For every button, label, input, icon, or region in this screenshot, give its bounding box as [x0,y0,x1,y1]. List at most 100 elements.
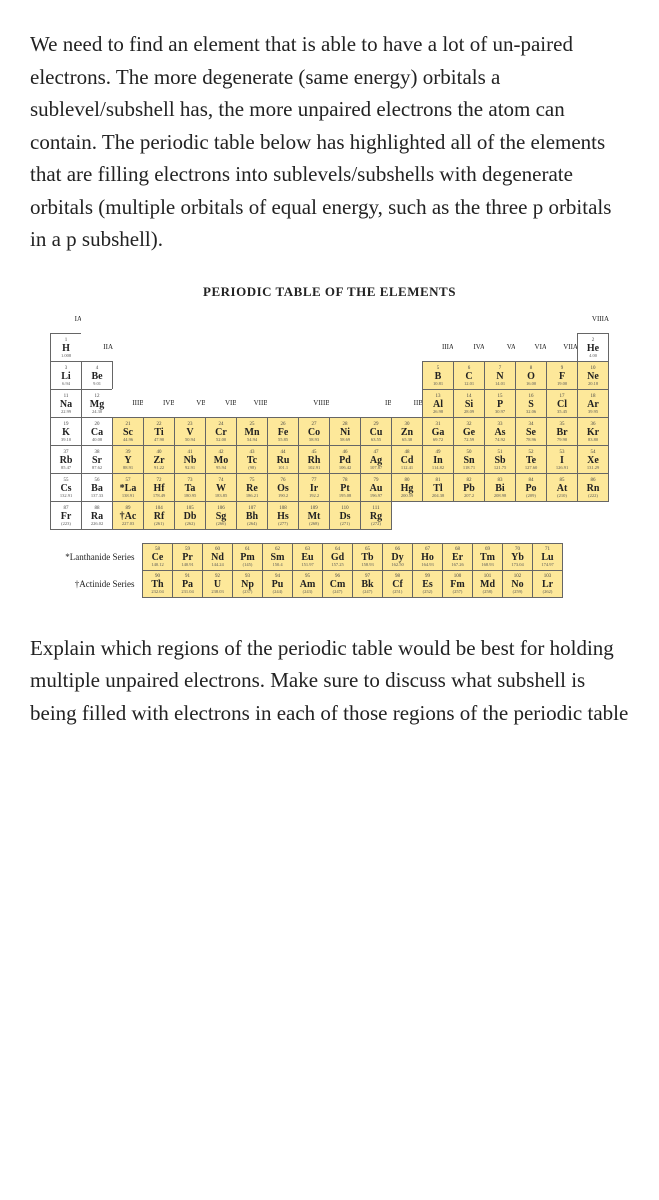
element-symbol: Mg [90,399,104,410]
element-symbol: S [528,399,534,410]
group-label: IIB [391,389,423,418]
element-cell-O: 8O16.00 [515,361,547,390]
lanthanide-row: 58Ce140.1259Pr140.9160Nd144.2461Pm(145)6… [143,544,563,571]
element-symbol: H [62,343,70,354]
atomic-mass: (98) [248,466,256,471]
element-cell-Fm: 100Fm(257) [442,570,473,598]
atomic-mass: (209) [526,494,536,499]
element-cell-Db: 105Db(262) [174,501,206,530]
group-label: IA [50,305,82,334]
atomic-mass: 16.00 [526,382,536,387]
atomic-mass: 106.42 [339,466,351,471]
element-symbol: Ne [587,371,599,382]
element-cell-Co: 27Co58.93 [298,417,330,446]
group-label [360,305,392,334]
element-cell-Sg: 106Sg(266) [205,501,237,530]
group-label: IB [360,389,392,418]
element-symbol: K [62,427,70,438]
element-symbol: Li [61,371,70,382]
atomic-mass: (272) [371,522,381,527]
atomic-mass: 150.4 [272,563,282,568]
group-label [267,389,299,418]
element-cell-P: 15P30.97 [484,389,516,418]
atomic-mass: 79.90 [557,438,567,443]
atomic-mass: 14.01 [495,382,505,387]
empty-cell [143,333,175,362]
atomic-mass: 30.97 [495,410,505,415]
element-cell-Pb: 82Pb207.2 [453,473,485,502]
element-symbol: Db [184,511,197,522]
empty-cell [205,361,237,390]
element-symbol: Rg [370,511,382,522]
element-symbol: Sn [463,455,474,466]
element-symbol: Re [246,483,258,494]
element-cell-In: 49In114.82 [422,445,454,474]
element-symbol: As [494,427,505,438]
element-symbol: V [186,427,193,438]
element-cell-Pd: 46Pd106.42 [329,445,361,474]
atomic-mass: (247) [333,590,343,595]
element-cell-B: 5B10.81 [422,361,454,390]
group-label: IIIA [422,333,454,362]
element-cell-Fe: 26Fe55.85 [267,417,299,446]
atomic-mass: 39.95 [588,410,598,415]
empty-cell [267,361,299,390]
atomic-mass: 226.02 [91,522,103,527]
atomic-mass: (222) [588,494,598,499]
element-symbol: Si [465,399,473,410]
group-label: VA [484,333,516,362]
element-cell-Ne: 10Ne20.18 [577,361,609,390]
element-cell-K: 19K39.10 [50,417,82,446]
element-symbol: Hf [153,483,164,494]
element-symbol: Pb [463,483,475,494]
atomic-mass: 52.00 [216,438,226,443]
group-label [174,305,206,334]
element-symbol: Rn [587,483,600,494]
group-label [391,305,423,334]
atomic-mass: 95.94 [216,466,226,471]
element-cell-Ce: 58Ce140.12 [142,543,173,571]
element-cell-Mg: 12Mg24.30 [81,389,113,418]
element-symbol: Sc [123,427,133,438]
group-label [422,305,454,334]
atomic-mass: 22.99 [61,410,71,415]
element-symbol: Ir [310,483,318,494]
group-label: IVA [453,333,485,362]
element-cell-Li: 3Li6.94 [50,361,82,390]
atomic-mass: 232.04 [151,590,163,595]
atomic-mass: 168.93 [481,563,493,568]
empty-cell [484,501,516,530]
atomic-mass: 127.60 [525,466,537,471]
atomic-mass: 83.80 [588,438,598,443]
element-symbol: B [435,371,442,382]
element-cell-Lu: 71Lu174.97 [532,543,563,571]
element-symbol: Y [124,455,131,466]
group-label [546,305,578,334]
empty-cell [391,361,423,390]
element-cell-Rf: 104Rf(261) [143,501,175,530]
atomic-mass: 186.21 [246,494,258,499]
empty-cell [267,333,299,362]
empty-cell [453,501,485,530]
element-cell-Gd: 64Gd157.25 [322,543,353,571]
element-cell-Nb: 41Nb92.91 [174,445,206,474]
element-symbol: P [497,399,503,410]
element-symbol: †Ac [120,511,137,522]
empty-cell [329,333,361,362]
element-cell-Ir: 77Ir192.2 [298,473,330,502]
element-symbol: Po [525,483,536,494]
element-cell-Hg: 80Hg200.59 [391,473,423,502]
element-cell-He: 2He4.00 [577,333,609,362]
atomic-mass: 180.95 [184,494,196,499]
atomic-mass: 190.2 [278,494,288,499]
empty-cell [298,333,330,362]
atomic-mass: 144.24 [211,563,223,568]
group-label [143,305,175,334]
element-symbol: Ga [432,427,445,438]
atomic-mass: (223) [61,522,71,527]
element-cell-Rg: 111Rg(272) [360,501,392,530]
element-cell-Pa: 91Pa231.04 [172,570,203,598]
element-symbol: Mt [308,511,321,522]
element-cell-Cu: 29Cu63.55 [360,417,392,446]
element-cell-Mt: 109Mt(268) [298,501,330,530]
